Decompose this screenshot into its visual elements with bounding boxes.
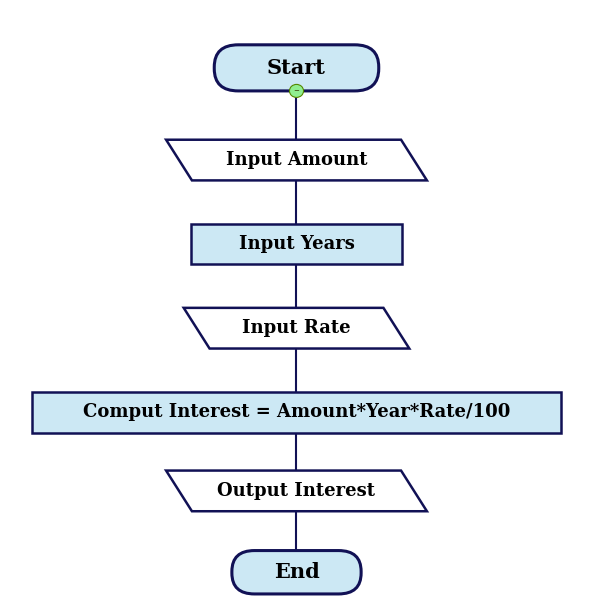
FancyBboxPatch shape: [214, 45, 379, 91]
Text: End: End: [273, 562, 320, 582]
Bar: [32, 392, 561, 433]
Polygon shape: [166, 140, 427, 180]
Circle shape: [289, 85, 304, 97]
FancyBboxPatch shape: [232, 550, 361, 594]
Text: Output Interest: Output Interest: [218, 482, 375, 500]
Polygon shape: [166, 471, 427, 511]
Text: Input Rate: Input Rate: [242, 319, 351, 337]
Text: Input Years: Input Years: [238, 235, 355, 253]
Text: Input Amount: Input Amount: [226, 151, 367, 169]
Polygon shape: [184, 308, 409, 349]
Text: Comput Interest = Amount*Year*Rate/100: Comput Interest = Amount*Year*Rate/100: [83, 403, 510, 421]
Text: −: −: [294, 88, 299, 94]
Text: Start: Start: [267, 58, 326, 78]
Bar: [191, 224, 402, 264]
